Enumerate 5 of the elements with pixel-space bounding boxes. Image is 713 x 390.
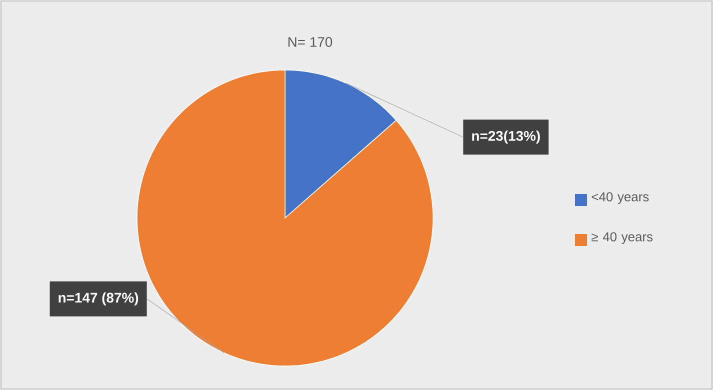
chart-title: N= 170: [288, 37, 332, 47]
data-label: n=23(13%): [472, 130, 540, 144]
legend-label: <40 years: [592, 192, 649, 204]
legend-label: ≥ 40 years: [592, 232, 653, 244]
data-label: n=147 (87%): [58, 292, 138, 306]
